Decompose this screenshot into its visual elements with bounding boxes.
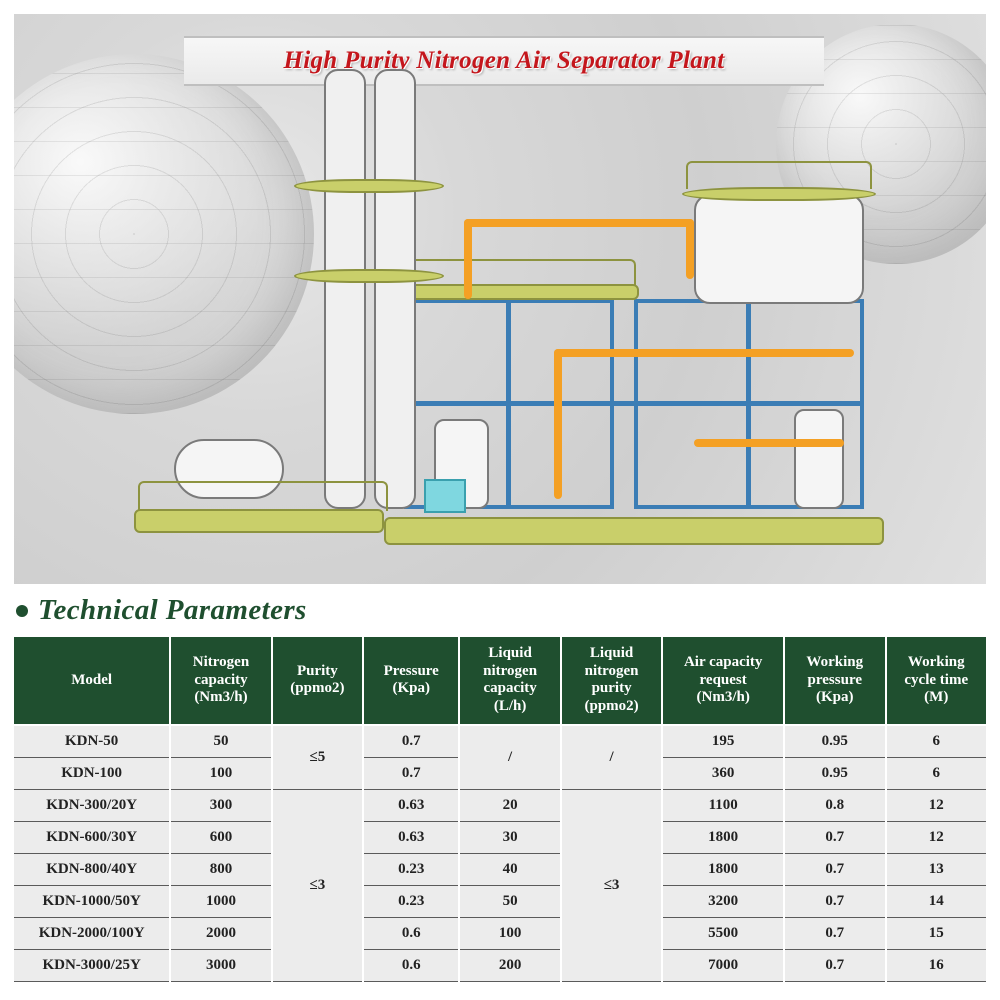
table-cell: 14	[886, 885, 988, 917]
table-cell: KDN-2000/100Y	[13, 917, 170, 949]
table-row: KDN-3000/25Y3000 0.6200 70000.716	[13, 949, 987, 981]
table-cell: 0.7	[784, 949, 885, 981]
bullet-icon	[16, 605, 28, 617]
table-cell: 0.7	[784, 885, 885, 917]
table-cell: 0.7	[784, 853, 885, 885]
table-cell: 0.7	[363, 757, 459, 789]
table-cell: 0.95	[784, 757, 885, 789]
table-header-cell: Model	[13, 636, 170, 725]
table-cell: 0.6	[363, 917, 459, 949]
table-cell: 800	[170, 853, 271, 885]
table-row: KDN-2000/100Y2000 0.6100 55000.715	[13, 917, 987, 949]
table-header-cell: Liquidnitrogencapacity(L/h)	[459, 636, 560, 725]
table-cell: 3200	[662, 885, 784, 917]
table-header-cell: Pressure(Kpa)	[363, 636, 459, 725]
table-cell: 13	[886, 853, 988, 885]
section-title: Technical Parameters	[16, 594, 307, 627]
table-cell: 300	[170, 789, 271, 821]
table-header-cell: Air capacityrequest(Nm3/h)	[662, 636, 784, 725]
table-cell: 3000	[170, 949, 271, 981]
page: High Purity Nitrogen Air Separator Plant	[0, 0, 1000, 1000]
table-cell: 7000	[662, 949, 784, 981]
table-cell: KDN-600/30Y	[13, 821, 170, 853]
table-cell: 0.23	[363, 853, 459, 885]
table-header-cell: Workingcycle time(M)	[886, 636, 988, 725]
table-cell: 0.7	[784, 821, 885, 853]
title-band: High Purity Nitrogen Air Separator Plant	[184, 36, 824, 86]
table-cell: ≤3	[272, 789, 363, 981]
table-cell: 0.7	[363, 725, 459, 758]
table-cell: 100	[170, 757, 271, 789]
table-header-row: ModelNitrogencapacity(Nm3/h)Purity(ppmo2…	[13, 636, 987, 725]
table-cell: 30	[459, 821, 560, 853]
table-cell: KDN-1000/50Y	[13, 885, 170, 917]
table-header-cell: Workingpressure(Kpa)	[784, 636, 885, 725]
table-cell: ≤3	[561, 789, 662, 981]
table-cell: 0.6	[363, 949, 459, 981]
table-cell: 0.7	[784, 917, 885, 949]
table-cell: KDN-800/40Y	[13, 853, 170, 885]
plant-illustration	[134, 109, 894, 569]
hero-image: High Purity Nitrogen Air Separator Plant	[14, 14, 986, 584]
table-cell: 6	[886, 725, 988, 758]
table-row: KDN-600/30Y600 0.6330 18000.712	[13, 821, 987, 853]
table-cell: 16	[886, 949, 988, 981]
table-body: KDN-5050≤50.7//1950.956KDN-1001000.73600…	[13, 725, 987, 982]
table-cell: 600	[170, 821, 271, 853]
table-cell: 5500	[662, 917, 784, 949]
table-cell: KDN-50	[13, 725, 170, 758]
table-cell: /	[561, 725, 662, 790]
section-title-text: Technical Parameters	[38, 594, 307, 627]
table-cell: 200	[459, 949, 560, 981]
table-row: KDN-5050≤50.7//1950.956	[13, 725, 987, 758]
table-header-cell: Liquidnitrogenpurity(ppmo2)	[561, 636, 662, 725]
table-cell: 1800	[662, 821, 784, 853]
table-cell: KDN-3000/25Y	[13, 949, 170, 981]
table-cell: 0.63	[363, 789, 459, 821]
table-header-cell: Purity(ppmo2)	[272, 636, 363, 725]
table-cell: 12	[886, 821, 988, 853]
table-cell: 2000	[170, 917, 271, 949]
table-cell: 20	[459, 789, 560, 821]
table-cell: 1100	[662, 789, 784, 821]
table-cell: KDN-100	[13, 757, 170, 789]
table-cell: 12	[886, 789, 988, 821]
table-row: KDN-300/20Y300≤30.6320≤311000.812	[13, 789, 987, 821]
table-header-cell: Nitrogencapacity(Nm3/h)	[170, 636, 271, 725]
table-cell: ≤5	[272, 725, 363, 790]
parameters-table: ModelNitrogencapacity(Nm3/h)Purity(ppmo2…	[12, 635, 988, 982]
table-cell: /	[459, 725, 560, 790]
table-cell: 1800	[662, 853, 784, 885]
table-cell: 0.95	[784, 725, 885, 758]
table-cell: 360	[662, 757, 784, 789]
table-cell: 15	[886, 917, 988, 949]
table-cell: 6	[886, 757, 988, 789]
table-cell: 195	[662, 725, 784, 758]
table-cell: KDN-300/20Y	[13, 789, 170, 821]
table-row: KDN-1000/50Y1000 0.2350 32000.714	[13, 885, 987, 917]
table-cell: 1000	[170, 885, 271, 917]
table-cell: 100	[459, 917, 560, 949]
table-cell: 0.8	[784, 789, 885, 821]
table-cell: 0.63	[363, 821, 459, 853]
table-row: KDN-800/40Y800 0.2340 18000.713	[13, 853, 987, 885]
table-cell: 50	[459, 885, 560, 917]
table-cell: 0.23	[363, 885, 459, 917]
table-cell: 50	[170, 725, 271, 758]
table-cell: 40	[459, 853, 560, 885]
